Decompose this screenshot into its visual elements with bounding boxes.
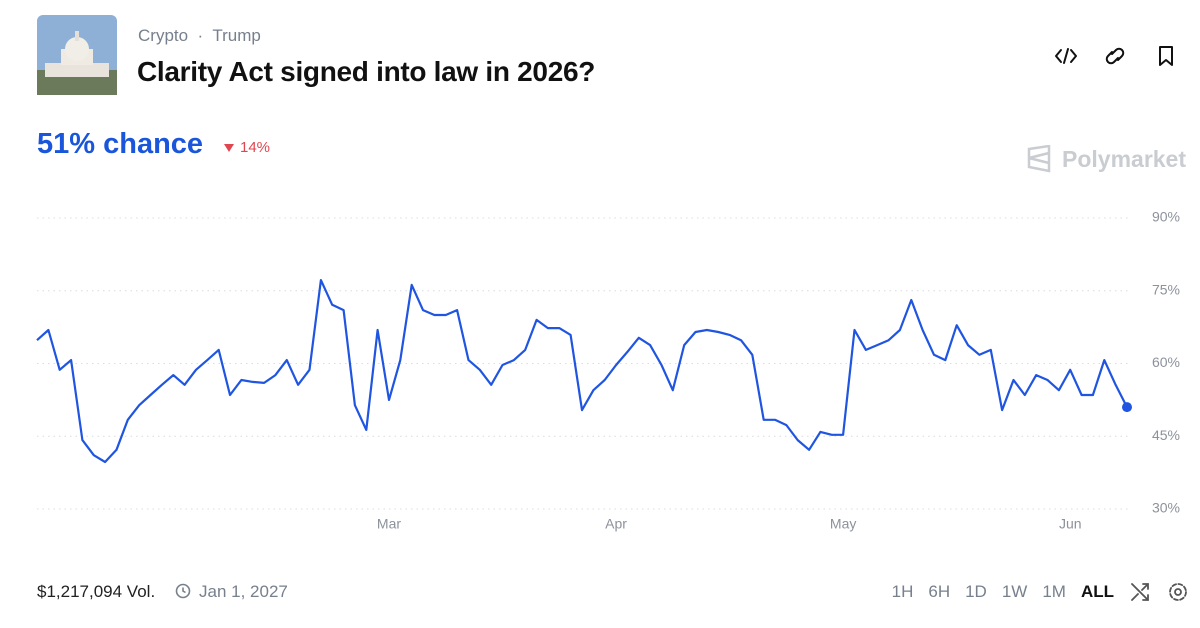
range-buttons: 1H 6H 1D 1W 1M ALL bbox=[892, 582, 1114, 602]
range-button[interactable]: 1M bbox=[1042, 582, 1066, 601]
tag[interactable]: Trump bbox=[212, 26, 261, 45]
range-button[interactable]: 1W bbox=[1001, 582, 1028, 601]
settings-button[interactable] bbox=[1169, 583, 1187, 601]
range-button[interactable]: 1H bbox=[891, 582, 914, 601]
y-tick-label: 60% bbox=[1152, 354, 1180, 370]
x-tick-label: Mar bbox=[377, 516, 401, 532]
actions bbox=[1055, 46, 1173, 66]
headline: 51% chance bbox=[37, 128, 204, 160]
range-button[interactable]: 1D bbox=[965, 582, 987, 601]
range-button[interactable]: ALL bbox=[1080, 582, 1114, 601]
y-tick-label: 45% bbox=[1152, 427, 1180, 443]
end-date: Jan 1, 2027 bbox=[199, 582, 288, 601]
tags: Crypto · Trump bbox=[138, 26, 261, 45]
y-tick-label: 30% bbox=[1152, 500, 1180, 516]
change: 14% bbox=[240, 139, 271, 156]
range-button[interactable]: 6H bbox=[928, 582, 951, 601]
tag[interactable]: Crypto bbox=[138, 26, 189, 45]
volume: $1,217,094 Vol. bbox=[37, 582, 156, 601]
x-tick-label: Jun bbox=[1059, 516, 1082, 532]
link-button[interactable] bbox=[1105, 47, 1125, 65]
chart-controls bbox=[1131, 583, 1187, 601]
down-icon bbox=[224, 144, 234, 152]
price-line bbox=[36, 279, 1128, 464]
chart: 30% 45% 60% 75% 90% Mar Apr May Jun bbox=[36, 209, 1180, 532]
x-tick-label: May bbox=[830, 516, 856, 532]
y-tick-label: 90% bbox=[1152, 209, 1180, 225]
x-tick-label: Apr bbox=[605, 516, 627, 532]
compare-button[interactable] bbox=[1131, 583, 1149, 601]
market-image bbox=[37, 15, 117, 95]
embed-button[interactable] bbox=[1055, 48, 1077, 64]
brand: Polymarket bbox=[1062, 146, 1187, 172]
brand-logo bbox=[1027, 145, 1051, 173]
current-point bbox=[1122, 402, 1132, 413]
clock-icon bbox=[175, 583, 191, 599]
market-title: Clarity Act signed into law in 2026? bbox=[137, 56, 596, 87]
bookmark-button[interactable] bbox=[1159, 46, 1173, 66]
y-tick-label: 75% bbox=[1152, 281, 1180, 297]
